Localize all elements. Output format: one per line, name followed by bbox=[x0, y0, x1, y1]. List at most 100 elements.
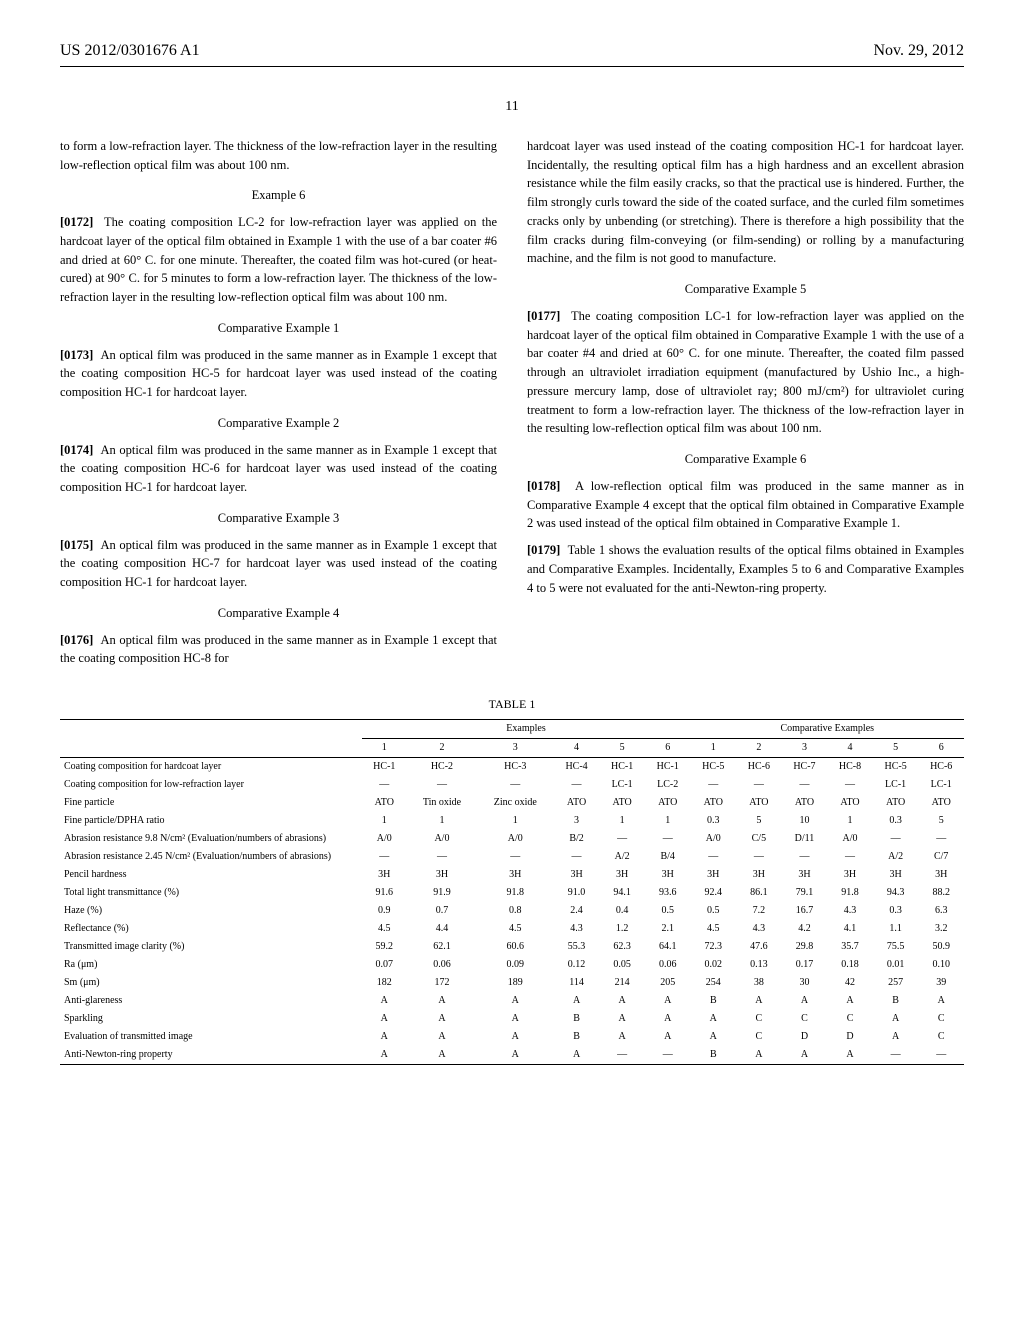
table-cell: A/0 bbox=[477, 830, 554, 848]
table-cell: HC-1 bbox=[599, 758, 645, 777]
table-cell: 2.4 bbox=[554, 902, 600, 920]
col-num: 3 bbox=[477, 739, 554, 758]
paragraph-text: The coating composition LC-1 for low-ref… bbox=[527, 309, 964, 436]
table-cell: — bbox=[477, 848, 554, 866]
table-cell: — bbox=[645, 830, 691, 848]
publication-date: Nov. 29, 2012 bbox=[873, 40, 964, 62]
table-cell: C bbox=[782, 1010, 828, 1028]
table-cell: 0.17 bbox=[782, 956, 828, 974]
table-cell: — bbox=[407, 848, 477, 866]
table-cell: 114 bbox=[554, 974, 600, 992]
table-cell: 0.05 bbox=[599, 956, 645, 974]
table-cell: — bbox=[782, 848, 828, 866]
table-cell: A bbox=[362, 992, 408, 1010]
table-cell: A/0 bbox=[362, 830, 408, 848]
table-cell: HC-1 bbox=[645, 758, 691, 777]
paragraph-text: An optical film was produced in the same… bbox=[60, 538, 497, 590]
table-cell: 2.1 bbox=[645, 920, 691, 938]
table-cell: A bbox=[407, 1010, 477, 1028]
table-cell: 16.7 bbox=[782, 902, 828, 920]
table-cell: 1 bbox=[407, 812, 477, 830]
table-cell: 0.07 bbox=[362, 956, 408, 974]
table-cell: HC-5 bbox=[691, 758, 737, 777]
col-num: 6 bbox=[918, 739, 964, 758]
table-cell: 59.2 bbox=[362, 938, 408, 956]
col-num: 5 bbox=[873, 739, 919, 758]
table-cell: 3H bbox=[918, 866, 964, 884]
table-cell: 4.5 bbox=[477, 920, 554, 938]
table-cell: 75.5 bbox=[873, 938, 919, 956]
paragraph: [0176] An optical film was produced in t… bbox=[60, 631, 497, 669]
table-cell: A bbox=[827, 1046, 873, 1065]
table-cell: 4.5 bbox=[691, 920, 737, 938]
table-cell: 3H bbox=[873, 866, 919, 884]
table-cell: LC-1 bbox=[599, 776, 645, 794]
table-cell: D/11 bbox=[782, 830, 828, 848]
table-cell: — bbox=[918, 1046, 964, 1065]
col-num: 1 bbox=[691, 739, 737, 758]
table-cell: 0.5 bbox=[645, 902, 691, 920]
table-cell: A bbox=[691, 1010, 737, 1028]
table-cell: HC-2 bbox=[407, 758, 477, 777]
table-cell: A bbox=[477, 992, 554, 1010]
table-cell: 3H bbox=[782, 866, 828, 884]
table-row: Fine particleATOTin oxideZinc oxideATOAT… bbox=[60, 794, 964, 812]
table-cell: A/0 bbox=[827, 830, 873, 848]
table-cell: — bbox=[362, 776, 408, 794]
table-cell: ATO bbox=[362, 794, 408, 812]
table-cell: 91.8 bbox=[827, 884, 873, 902]
row-label: Sm (μm) bbox=[60, 974, 362, 992]
table-cell: HC-7 bbox=[782, 758, 828, 777]
paragraph-text: An optical film was produced in the same… bbox=[60, 348, 497, 400]
table-cell: ATO bbox=[873, 794, 919, 812]
table-cell: A bbox=[645, 1028, 691, 1046]
table-cell: — bbox=[362, 848, 408, 866]
table-cell: — bbox=[407, 776, 477, 794]
group-header-comparative: Comparative Examples bbox=[691, 720, 965, 739]
table-cell: 47.6 bbox=[736, 938, 782, 956]
table-cell: 0.06 bbox=[407, 956, 477, 974]
table-cell: A bbox=[362, 1046, 408, 1065]
page-header: US 2012/0301676 A1 Nov. 29, 2012 bbox=[60, 40, 964, 67]
table-cell: 10 bbox=[782, 812, 828, 830]
table-row: Haze (%)0.90.70.82.40.40.50.57.216.74.30… bbox=[60, 902, 964, 920]
table-cell: 50.9 bbox=[918, 938, 964, 956]
table-cell: B bbox=[691, 992, 737, 1010]
paragraph: to form a low-refraction layer. The thic… bbox=[60, 137, 497, 175]
table-cell: B bbox=[873, 992, 919, 1010]
table-cell: 4.3 bbox=[827, 902, 873, 920]
table-row: Abrasion resistance 2.45 N/cm² (Evaluati… bbox=[60, 848, 964, 866]
table-cell: 257 bbox=[873, 974, 919, 992]
table-row: Reflectance (%)4.54.44.54.31.22.14.54.34… bbox=[60, 920, 964, 938]
table-cell: A/2 bbox=[873, 848, 919, 866]
table-cell: 205 bbox=[645, 974, 691, 992]
table-cell: — bbox=[827, 848, 873, 866]
example-heading: Comparative Example 3 bbox=[60, 509, 497, 528]
table-cell: — bbox=[691, 776, 737, 794]
table-cell: ATO bbox=[599, 794, 645, 812]
two-column-body: to form a low-refraction layer. The thic… bbox=[60, 137, 964, 676]
table-cell: 72.3 bbox=[691, 938, 737, 956]
table-cell: ATO bbox=[736, 794, 782, 812]
paragraph-number: [0175] bbox=[60, 538, 93, 552]
table-cell: ATO bbox=[782, 794, 828, 812]
table-cell: A/0 bbox=[407, 830, 477, 848]
table-cell: — bbox=[554, 776, 600, 794]
table-cell: C/5 bbox=[736, 830, 782, 848]
table-cell: 55.3 bbox=[554, 938, 600, 956]
table-row: Total light transmittance (%)91.691.991.… bbox=[60, 884, 964, 902]
page-number: 11 bbox=[60, 97, 964, 117]
table-cell: 254 bbox=[691, 974, 737, 992]
table-cell: 0.13 bbox=[736, 956, 782, 974]
table-cell: 91.8 bbox=[477, 884, 554, 902]
table-cell: — bbox=[736, 848, 782, 866]
example-heading: Comparative Example 5 bbox=[527, 280, 964, 299]
table-cell: LC-1 bbox=[873, 776, 919, 794]
row-label: Fine particle/DPHA ratio bbox=[60, 812, 362, 830]
table-cell: A bbox=[362, 1010, 408, 1028]
table-row: Coating composition for low-refraction l… bbox=[60, 776, 964, 794]
row-label: Pencil hardness bbox=[60, 866, 362, 884]
paragraph: [0179] Table 1 shows the evaluation resu… bbox=[527, 541, 964, 597]
table-cell: 1 bbox=[645, 812, 691, 830]
table-row: Anti-Newton-ring propertyAAAA——BAAA—— bbox=[60, 1046, 964, 1065]
